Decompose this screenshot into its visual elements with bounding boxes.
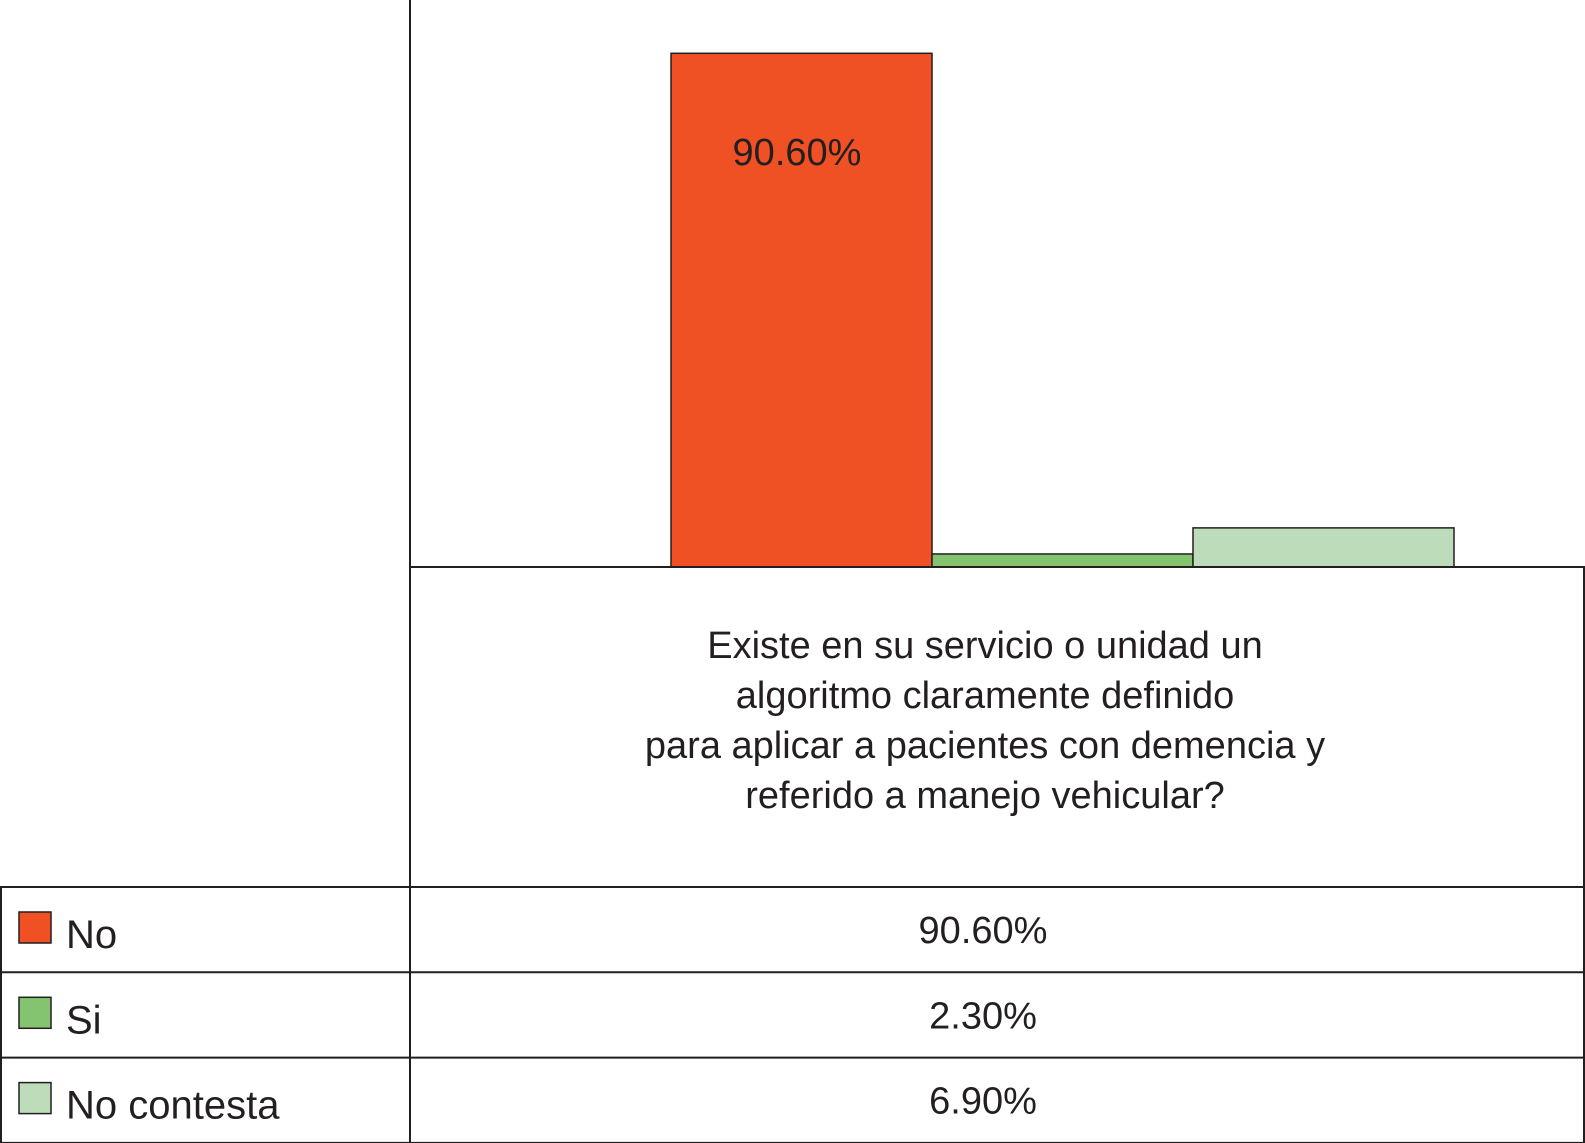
category-label-line: algoritmo claramente definido <box>736 675 1235 717</box>
legend-label-no-contesta: No contesta <box>66 1084 280 1128</box>
legend-swatch-no <box>18 911 52 944</box>
category-label-line: Existe en su servicio o unidad un <box>707 625 1263 667</box>
data-table: No 90.60% Si 2.30% No contesta 6.90% <box>0 910 1585 1143</box>
legend-label-no: No <box>66 913 117 957</box>
bar-no-contesta <box>1192 527 1455 568</box>
legend-label-si: Si <box>66 998 102 1042</box>
bar-no <box>670 52 933 568</box>
bar-si <box>931 553 1194 568</box>
category-label-line: para aplicar a pacientes con demencia y <box>645 725 1325 767</box>
table-value-no: 90.60% <box>919 910 1048 952</box>
category-label: Existe en su servicio o unidad un algori… <box>645 625 1325 817</box>
legend-swatch-si <box>18 996 52 1030</box>
legend-swatch-no-contesta <box>18 1081 52 1115</box>
table-value-no-contesta: 6.90% <box>929 1081 1037 1123</box>
bar-data-label: 90.60% <box>733 132 862 174</box>
table-value-si: 2.30% <box>929 995 1037 1037</box>
bars-layer <box>670 52 1455 568</box>
category-label-line: referido a manejo vehicular? <box>745 775 1225 817</box>
